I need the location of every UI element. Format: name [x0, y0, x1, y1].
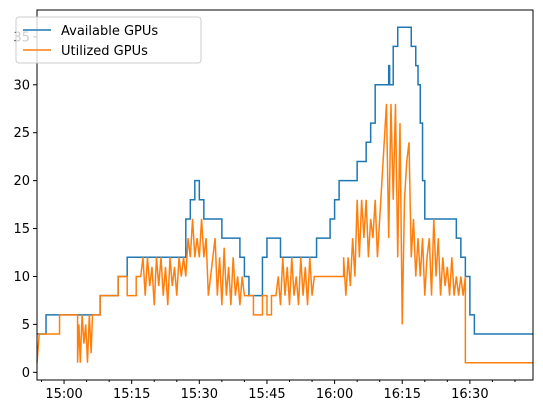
y-tick-label: 20	[13, 174, 30, 189]
x-axis-ticks: 15:00 15:15 15:30 15:45 16:00 16:15 16:30	[42, 380, 515, 402]
y-tick-label: 15	[13, 222, 30, 237]
series-line-1	[37, 104, 533, 363]
x-tick-label: 16:00	[316, 387, 353, 402]
legend-label-utilized: Utilized GPUs	[61, 44, 148, 59]
x-tick-label: 15:15	[113, 387, 150, 402]
legend-label-available: Available GPUs	[61, 24, 158, 39]
series-layer	[37, 27, 533, 363]
y-tick-label: 25	[13, 126, 30, 141]
y-tick-label: 0	[22, 366, 30, 381]
y-tick-label: 5	[22, 318, 30, 333]
legend: Available GPUs Utilized GPUs	[16, 17, 201, 63]
x-tick-label: 16:30	[451, 387, 488, 402]
x-tick-label: 15:45	[248, 387, 285, 402]
x-tick-label: 15:30	[181, 387, 218, 402]
y-axis-ticks: 05101520253035	[13, 30, 37, 380]
x-tick-label: 16:15	[384, 387, 421, 402]
plot-frame	[37, 10, 533, 380]
x-tick-label: 15:00	[45, 387, 82, 402]
y-tick-label: 10	[13, 270, 30, 285]
y-tick-label: 30	[13, 78, 30, 93]
